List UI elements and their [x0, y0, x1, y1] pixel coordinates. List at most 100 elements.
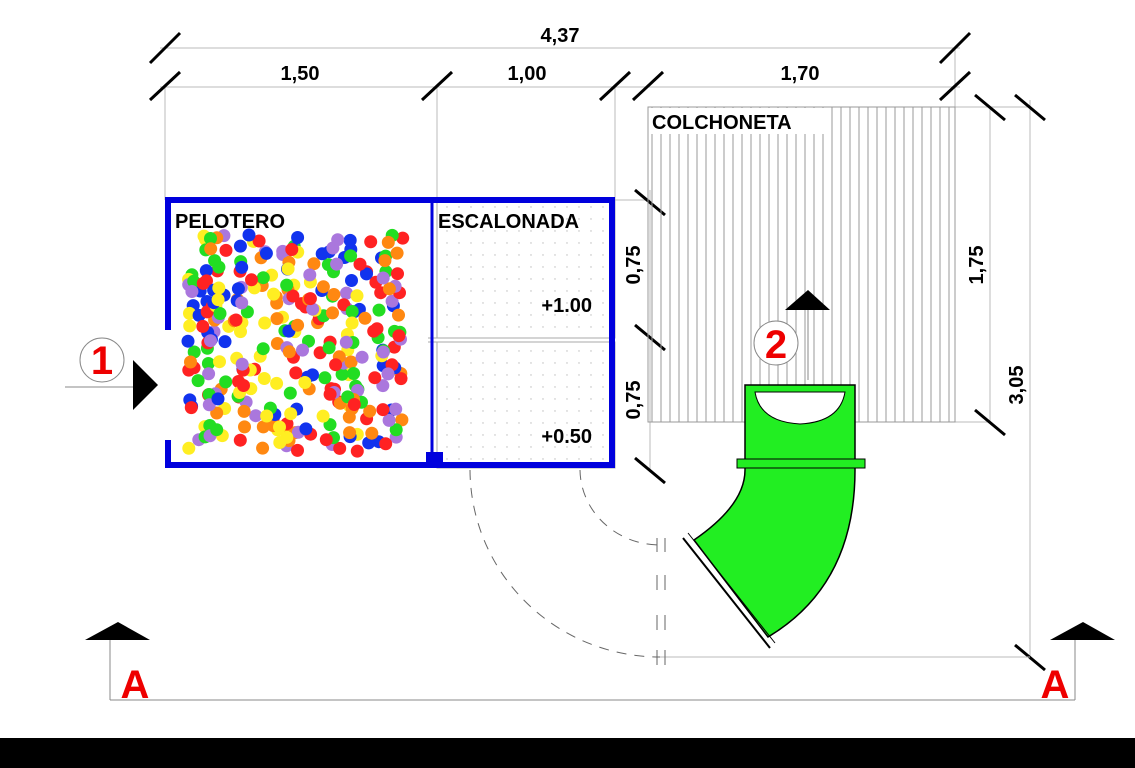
- section-label: A: [121, 663, 150, 707]
- ball: [259, 246, 273, 260]
- arrow: [133, 360, 158, 410]
- dimension-label: 4,37: [541, 25, 580, 47]
- dimension-label: 0,75: [623, 381, 645, 420]
- ball: [343, 426, 357, 440]
- ball: [389, 402, 403, 416]
- ball: [327, 288, 341, 301]
- ball: [202, 367, 216, 381]
- ball: [286, 289, 300, 303]
- ball: [330, 257, 344, 271]
- ball: [333, 441, 347, 455]
- ball: [353, 257, 367, 271]
- ball: [218, 335, 232, 349]
- ball: [252, 234, 266, 248]
- ball: [182, 441, 196, 455]
- slide-band: [736, 458, 866, 469]
- ball: [318, 371, 332, 385]
- ball: [204, 232, 217, 245]
- ball: [256, 441, 270, 455]
- ball: [344, 355, 358, 369]
- column: [426, 452, 443, 466]
- ball: [204, 334, 217, 348]
- ball: [242, 228, 256, 242]
- ball: [315, 247, 329, 261]
- ball: [370, 322, 384, 336]
- ball: [339, 335, 353, 349]
- ball: [204, 242, 218, 256]
- ball: [385, 294, 399, 308]
- ball: [235, 296, 249, 310]
- ball: [199, 264, 213, 278]
- ball: [350, 289, 364, 303]
- ball: [345, 305, 359, 318]
- ball: [299, 422, 313, 436]
- ball: [270, 376, 284, 390]
- ball: [233, 433, 247, 447]
- step-upper: [436, 199, 616, 339]
- ball: [208, 254, 222, 268]
- dimension-label: 1,75: [966, 246, 988, 285]
- ball: [211, 392, 225, 406]
- ball: [389, 423, 403, 437]
- level-label: +1.00: [541, 295, 592, 317]
- area-label: ESCALONADA: [438, 211, 579, 233]
- ball: [345, 316, 359, 330]
- ball: [381, 367, 395, 381]
- step-lower: [436, 341, 616, 469]
- ball: [345, 274, 358, 287]
- ball: [355, 350, 369, 364]
- marker-circle: [753, 320, 799, 366]
- slide-edge: [682, 537, 771, 649]
- dimension-label: 1,00: [508, 63, 547, 85]
- dimension-label: 3,05: [1006, 366, 1028, 405]
- slide-edge: [687, 532, 776, 644]
- ball: [229, 313, 243, 327]
- marker-label: 1: [91, 339, 113, 383]
- ball: [364, 235, 378, 249]
- ball: [368, 371, 382, 385]
- ball: [298, 376, 312, 389]
- section-label: A: [1041, 663, 1070, 707]
- ball: [213, 355, 226, 369]
- ball: [379, 437, 393, 451]
- ball: [350, 444, 364, 458]
- ball: [273, 436, 287, 449]
- ball: [323, 387, 337, 401]
- ball: [249, 409, 263, 423]
- ball: [191, 374, 205, 388]
- ball: [391, 267, 404, 281]
- ball: [343, 233, 357, 247]
- ball: [256, 271, 270, 285]
- rails: [656, 538, 666, 665]
- ball: [211, 293, 225, 307]
- ball: [184, 355, 197, 369]
- ball: [344, 249, 358, 263]
- ball: [237, 404, 251, 418]
- walls: [165, 197, 615, 468]
- arc: [579, 469, 661, 546]
- ball: [329, 358, 343, 372]
- ball-pit: [181, 228, 410, 458]
- dimension-label: 0,75: [623, 246, 645, 285]
- ball: [363, 404, 377, 418]
- ball: [284, 407, 298, 421]
- ball: [181, 334, 195, 348]
- ball: [201, 357, 215, 370]
- ball: [358, 311, 372, 325]
- ball: [340, 286, 353, 300]
- ball: [390, 246, 404, 260]
- ball: [258, 316, 272, 330]
- ball: [187, 345, 201, 359]
- ball: [256, 420, 270, 434]
- ball: [267, 287, 281, 301]
- ball: [347, 367, 361, 380]
- ball: [235, 357, 249, 371]
- ball: [365, 426, 379, 440]
- arrow: [1050, 622, 1115, 640]
- ball: [378, 254, 392, 268]
- ball: [382, 413, 396, 427]
- ball: [394, 372, 408, 386]
- ball: [381, 235, 395, 249]
- ball: [396, 231, 410, 245]
